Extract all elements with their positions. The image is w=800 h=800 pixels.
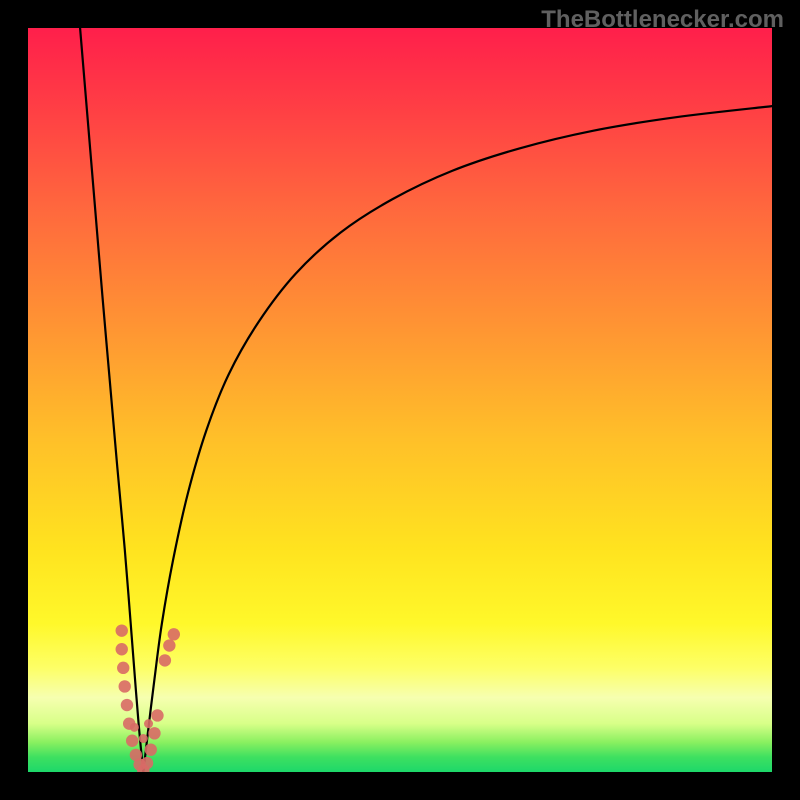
marker-dot — [119, 680, 131, 692]
marker-dot — [151, 709, 163, 721]
marker-dot — [116, 624, 128, 636]
gradient-background — [28, 28, 772, 772]
marker-dot — [126, 735, 138, 747]
chart-frame: TheBottlenecker.com — [0, 0, 800, 800]
marker-dot — [144, 719, 153, 728]
marker-dot — [141, 757, 153, 769]
marker-dot — [168, 628, 180, 640]
marker-dot — [145, 743, 157, 755]
marker-dot — [139, 734, 148, 743]
marker-dot — [130, 723, 139, 732]
plot-area — [28, 28, 772, 772]
marker-dot — [148, 727, 160, 739]
marker-dot — [159, 654, 171, 666]
marker-dot — [116, 643, 128, 655]
marker-dot — [121, 699, 133, 711]
marker-dot — [163, 639, 175, 651]
marker-dot — [117, 662, 129, 674]
watermark-text: TheBottlenecker.com — [541, 6, 784, 34]
plot-svg — [28, 28, 772, 772]
